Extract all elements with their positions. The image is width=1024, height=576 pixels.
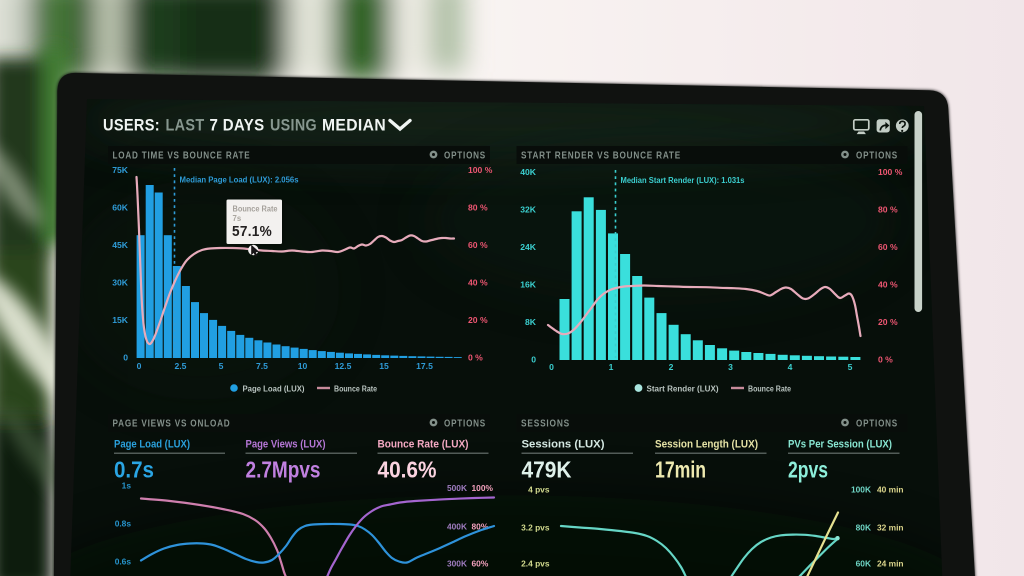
svg-text:3: 3 <box>728 362 733 372</box>
svg-text:30K: 30K <box>112 278 129 288</box>
svg-text:Start Render (LUX): Start Render (LUX) <box>647 384 719 394</box>
svg-text:45K: 45K <box>112 240 129 250</box>
svg-text:LOAD TIME VS BOUNCE RATE: LOAD TIME VS BOUNCE RATE <box>113 151 251 162</box>
svg-text:10: 10 <box>298 361 308 371</box>
svg-text:40 min: 40 min <box>877 485 904 495</box>
svg-text:0: 0 <box>531 355 536 365</box>
svg-text:Median Start Render (LUX): 1.0: Median Start Render (LUX): 1.031s <box>621 175 745 185</box>
svg-text:0 %: 0 % <box>468 353 483 363</box>
svg-text:32 min: 32 min <box>877 523 904 533</box>
svg-text:PVs Per Session (LUX): PVs Per Session (LUX) <box>788 439 892 451</box>
svg-text:OPTIONS: OPTIONS <box>856 419 898 430</box>
svg-text:5: 5 <box>848 362 853 372</box>
svg-text:USERS:: USERS: <box>103 116 160 135</box>
svg-text:7.5: 7.5 <box>256 361 268 371</box>
svg-text:400K: 400K <box>447 522 467 532</box>
svg-text:7s: 7s <box>233 214 242 223</box>
svg-text:80 %: 80 % <box>878 205 898 215</box>
svg-text:16K: 16K <box>520 280 537 290</box>
svg-text:MEDIAN: MEDIAN <box>322 116 386 135</box>
svg-text:17min: 17min <box>655 457 706 483</box>
svg-text:300K: 300K <box>447 559 467 569</box>
svg-text:4: 4 <box>788 362 793 372</box>
svg-text:0.8s: 0.8s <box>115 519 132 529</box>
svg-text:7 DAYS: 7 DAYS <box>210 116 265 135</box>
svg-text:40K: 40K <box>520 167 537 177</box>
svg-text:Bounce Rate: Bounce Rate <box>748 384 791 394</box>
svg-text:100 %: 100 % <box>468 165 493 175</box>
svg-text:500K: 500K <box>447 483 467 493</box>
svg-text:17.5: 17.5 <box>416 361 433 371</box>
svg-text:60 %: 60 % <box>878 242 898 252</box>
svg-text:75K: 75K <box>112 165 129 175</box>
svg-text:OPTIONS: OPTIONS <box>444 151 486 162</box>
svg-text:Page Views (LUX): Page Views (LUX) <box>246 439 326 451</box>
svg-text:40 %: 40 % <box>468 278 488 288</box>
svg-text:1s: 1s <box>122 481 132 491</box>
svg-text:OPTIONS: OPTIONS <box>856 151 898 162</box>
svg-text:40 %: 40 % <box>878 280 898 290</box>
svg-text:100 %: 100 % <box>878 167 903 177</box>
svg-text:0: 0 <box>137 361 142 371</box>
svg-text:80%: 80% <box>472 522 489 532</box>
svg-text:0: 0 <box>123 353 128 363</box>
svg-text:100%: 100% <box>472 483 494 493</box>
svg-text:2.4 pvs: 2.4 pvs <box>521 559 550 569</box>
svg-text:2.7Mpvs: 2.7Mpvs <box>246 457 321 483</box>
svg-text:2pvs: 2pvs <box>788 457 828 483</box>
svg-text:60%: 60% <box>472 559 489 569</box>
svg-text:0.7s: 0.7s <box>114 457 154 483</box>
svg-text:0 %: 0 % <box>878 355 893 365</box>
svg-text:Median Page Load (LUX): 2.056s: Median Page Load (LUX): 2.056s <box>180 175 299 185</box>
svg-text:0.6s: 0.6s <box>115 557 132 567</box>
svg-text:Page Load (LUX): Page Load (LUX) <box>243 384 305 394</box>
svg-text:SESSIONS: SESSIONS <box>521 419 570 430</box>
svg-text:24 min: 24 min <box>877 559 904 569</box>
svg-text:2: 2 <box>669 362 674 372</box>
svg-text:5: 5 <box>219 361 224 371</box>
svg-text:15K: 15K <box>112 315 129 325</box>
svg-text:20 %: 20 % <box>468 315 488 325</box>
svg-text:LAST: LAST <box>166 116 205 135</box>
svg-text:Bounce Rate: Bounce Rate <box>334 384 377 394</box>
svg-text:Bounce Rate (LUX): Bounce Rate (LUX) <box>378 439 469 451</box>
svg-text:60 %: 60 % <box>468 240 488 250</box>
svg-text:Sessions (LUX): Sessions (LUX) <box>522 439 605 451</box>
svg-text:12.5: 12.5 <box>335 361 352 371</box>
svg-text:USING: USING <box>270 116 317 135</box>
svg-text:15: 15 <box>379 361 389 371</box>
svg-text:40.6%: 40.6% <box>378 457 437 483</box>
svg-text:80K: 80K <box>856 523 871 533</box>
svg-text:Session Length (LUX): Session Length (LUX) <box>655 439 758 451</box>
svg-text:1: 1 <box>609 362 614 372</box>
svg-text:PAGE VIEWS VS ONLOAD: PAGE VIEWS VS ONLOAD <box>113 419 231 430</box>
svg-text:24K: 24K <box>520 242 537 252</box>
svg-text:60K: 60K <box>856 559 871 569</box>
svg-text:479K: 479K <box>522 457 572 483</box>
svg-text:100K: 100K <box>851 485 871 495</box>
svg-text:2.5: 2.5 <box>175 361 187 371</box>
svg-text:0: 0 <box>549 362 554 372</box>
svg-text:4 pvs: 4 pvs <box>528 485 550 495</box>
svg-text:32K: 32K <box>520 205 537 215</box>
svg-text:57.1%: 57.1% <box>232 224 272 240</box>
svg-text:OPTIONS: OPTIONS <box>444 419 486 430</box>
svg-text:20 %: 20 % <box>878 317 898 327</box>
svg-text:80 %: 80 % <box>468 203 488 213</box>
svg-text:Page Load (LUX): Page Load (LUX) <box>114 439 190 451</box>
svg-text:8K: 8K <box>525 317 537 327</box>
svg-text:START RENDER VS BOUNCE RATE: START RENDER VS BOUNCE RATE <box>521 151 681 162</box>
svg-text:60K: 60K <box>112 203 129 213</box>
svg-text:Bounce Rate: Bounce Rate <box>233 204 278 214</box>
svg-text:3.2 pvs: 3.2 pvs <box>521 523 550 533</box>
